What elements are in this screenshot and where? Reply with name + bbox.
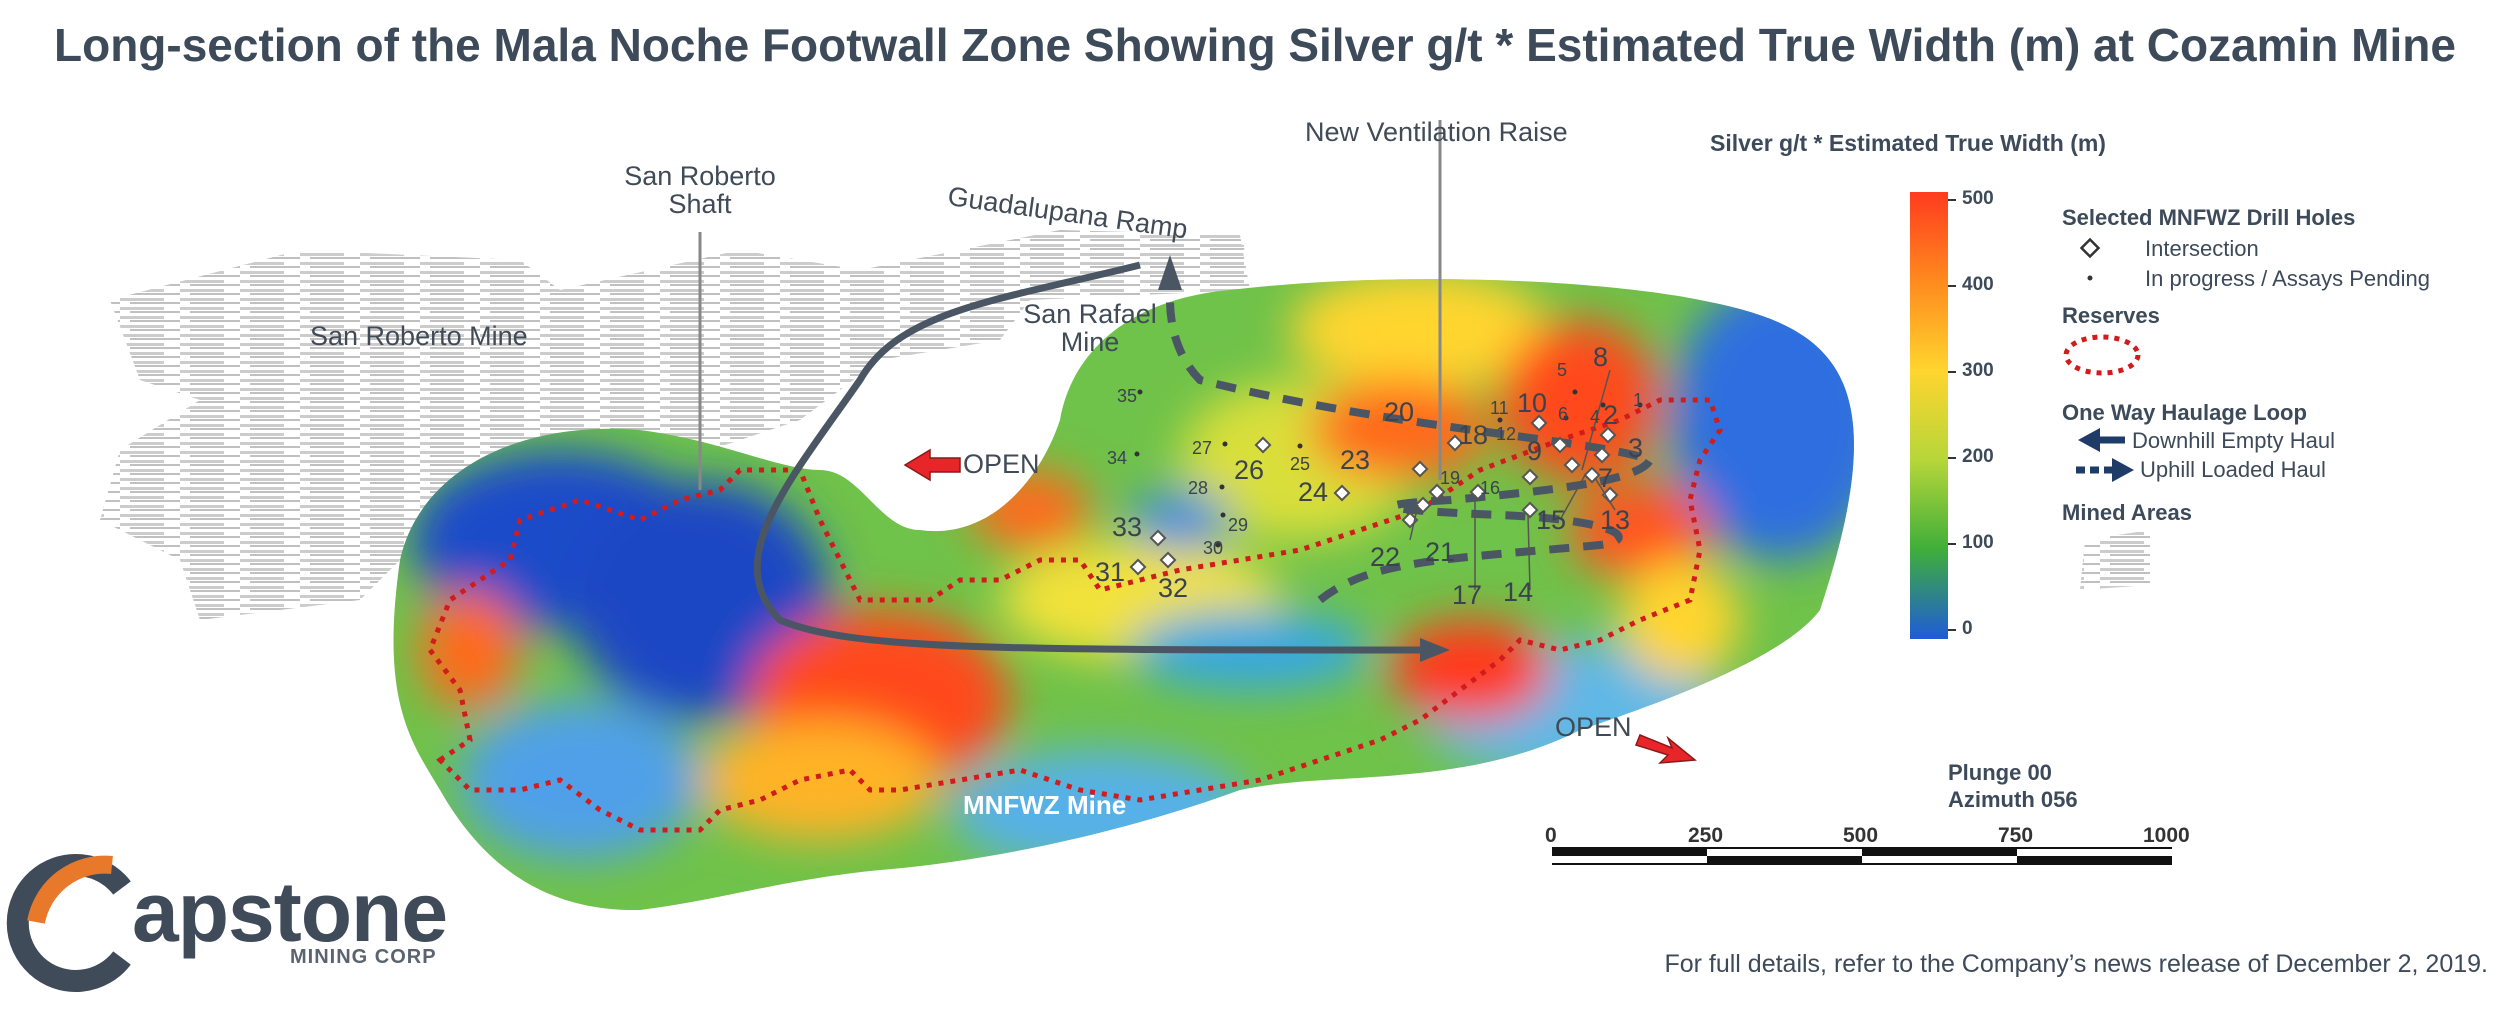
san-roberto-shaft-label: San Roberto Shaft (624, 161, 776, 220)
drill-hole-label: 19 (1440, 468, 1461, 488)
colorbar-tick: 500 (1962, 188, 1994, 209)
drill-hole-label: 34 (1107, 448, 1128, 468)
plunge-text: Plunge 00 (1948, 760, 2052, 785)
footer-note: For full details, refer to the Company’s… (1664, 950, 2488, 978)
drill-hole-label: 29 (1228, 515, 1249, 535)
drill-hole-label: 30 (1203, 538, 1224, 558)
scale-label: 500 (1843, 824, 1879, 847)
drill-holes-legend-heading: Selected MNFWZ Drill Holes (2062, 205, 2356, 230)
drill-hole-label: 7 (1598, 463, 1614, 493)
reserves-legend-heading: Reserves (2062, 303, 2160, 328)
capstone-logo-mark (6, 854, 131, 992)
scale-label: 1000 (2143, 824, 2190, 847)
pending-legend-symbol (2087, 275, 2093, 281)
san-rafael-mine-label: San Rafael Mine (1023, 299, 1157, 358)
colorbar-tick: 300 (1962, 360, 1994, 381)
drill-hole-label: 9 (1527, 436, 1543, 466)
drill-hole-label: 21 (1425, 537, 1456, 567)
drill-hole-pending (1134, 389, 1643, 548)
new-ventilation-raise-label: New Ventilation Raise (1305, 117, 1568, 147)
drill-hole-label: 26 (1234, 455, 1265, 485)
drill-hole-label: 28 (1188, 478, 1209, 498)
colorbar-tick: 200 (1962, 446, 1994, 467)
reserves-legend-symbol (2063, 334, 2141, 376)
drill-hole-label: 11 (1490, 398, 1509, 418)
drill-hole-label: 2 (1603, 400, 1619, 430)
drill-hole-label: 15 (1536, 505, 1567, 535)
azimuth-text: Azimuth 056 (1948, 787, 2078, 812)
intersection-legend-symbol (2079, 237, 2101, 259)
drill-hole-label: 31 (1095, 557, 1126, 587)
drill-hole-label: 25 (1290, 454, 1311, 474)
drill-hole-label: 24 (1298, 477, 1329, 507)
drill-hole-label: 5 (1557, 360, 1568, 380)
drill-hole-label: 33 (1112, 512, 1143, 542)
downhill-haul-path (753, 261, 1450, 662)
drill-hole-label: 14 (1503, 577, 1534, 607)
mined-areas (100, 230, 2150, 620)
mined-legend-swatch (2080, 530, 2150, 590)
drill-hole-label: 18 (1458, 420, 1489, 450)
downhill-legend-text: Downhill Empty Haul (2132, 428, 2335, 453)
open-arrow-west (903, 448, 961, 482)
colorbar-tick: 0 (1962, 618, 1973, 639)
uphill-legend-text: Uphill Loaded Haul (2140, 457, 2326, 482)
colorbar (1910, 192, 1948, 639)
open-arrow-east (1635, 734, 1697, 764)
drill-hole-label: 6 (1558, 404, 1569, 424)
uphill-haul-path (1158, 255, 1656, 604)
drill-hole-label: 16 (1480, 478, 1501, 498)
open-label-east: OPEN (1555, 712, 1632, 742)
drill-hole-label: 27 (1192, 438, 1213, 458)
scale-bar (1552, 847, 2172, 865)
drill-hole-label: 17 (1452, 580, 1483, 610)
scale-label: 750 (1998, 824, 2034, 847)
drill-hole-label: 22 (1370, 542, 1401, 572)
drill-hole-label: 35 (1117, 386, 1138, 406)
scale-label: 250 (1688, 824, 1724, 847)
capstone-logo-sub: MINING CORP (290, 946, 437, 968)
open-label-west: OPEN (963, 449, 1040, 479)
intersection-legend-text: Intersection (2145, 236, 2259, 261)
reserves-outline (427, 397, 1723, 833)
scale-label: 0 (1545, 824, 1557, 847)
heatmap-body (393, 279, 1854, 911)
san-roberto-mine-label: San Roberto Mine (310, 321, 528, 351)
drill-hole-label: 10 (1517, 388, 1548, 418)
capstone-logo-word: apstone (132, 865, 448, 959)
drill-hole-label: 1 (1633, 390, 1644, 410)
haulage-legend-heading: One Way Haulage Loop (2062, 400, 2307, 425)
drill-hole-label: 12 (1496, 424, 1517, 444)
colorbar-tick: 100 (1962, 532, 1994, 553)
colorbar-tick: 400 (1962, 274, 1994, 295)
drill-hole-label: 23 (1340, 445, 1371, 475)
mnfwz-mine-label: MNFWZ Mine (963, 790, 1127, 820)
drill-hole-label: 3 (1628, 433, 1644, 463)
drill-hole-label: 13 (1600, 505, 1631, 535)
drill-hole-markers (1129, 414, 1619, 576)
drill-hole-label: 4 (1590, 407, 1601, 427)
colorbar-title: Silver g/t * Estimated True Width (m) (1710, 130, 2106, 156)
drill-hole-label: 32 (1158, 573, 1189, 603)
drill-hole-label: 8 (1593, 342, 1609, 372)
in-progress-legend-text: In progress / Assays Pending (2145, 266, 2430, 291)
mined-legend-heading: Mined Areas (2062, 500, 2193, 525)
page-title: Long-section of the Mala Noche Footwall … (54, 19, 2456, 71)
drill-hole-label: 20 (1384, 397, 1415, 427)
